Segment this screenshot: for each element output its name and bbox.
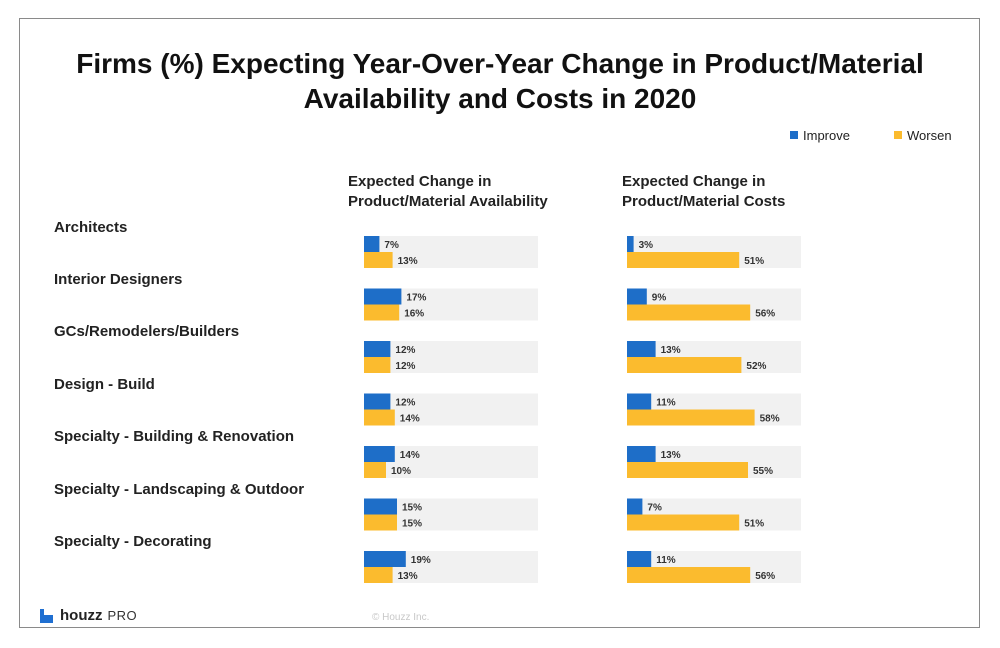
houzz-pro-logo: houzz PRO <box>40 607 137 624</box>
bar-track <box>364 236 538 268</box>
copyright-text: © Houzz Inc. <box>372 612 430 623</box>
bar-worsen <box>364 514 397 531</box>
bar-worsen <box>364 567 393 583</box>
row-label-architects: Architects <box>54 219 128 236</box>
column-title-availability: Expected Change in Product/Material Avai… <box>348 172 548 212</box>
row-label-specialty-landscaping-outdoor: Specialty - Landscaping & Outdoor <box>54 481 305 498</box>
legend-worsen: Worsen <box>894 128 952 143</box>
bar-worsen <box>627 357 742 373</box>
row-label-design-build: Design - Build <box>54 376 155 393</box>
bar-track <box>364 341 538 373</box>
bar-value-label: 10% <box>391 466 411 477</box>
bar-worsen <box>364 357 391 373</box>
bar-value-label: 56% <box>755 309 775 320</box>
bar-value-label: 13% <box>398 256 418 267</box>
bar-value-label: 51% <box>744 256 764 267</box>
bar-improve <box>627 446 656 462</box>
bar-worsen <box>627 514 740 531</box>
bar-improve <box>364 341 391 357</box>
bar-value-label: 55% <box>753 466 773 477</box>
column-title-availability-line-1: Expected Change in <box>348 173 492 190</box>
bar-value-label: 15% <box>402 503 422 514</box>
bar-improve <box>627 498 643 515</box>
bar-improve <box>364 393 391 410</box>
bar-worsen <box>364 409 395 426</box>
row-label-specialty-decorating: Specialty - Decorating <box>54 533 212 550</box>
bar-value-label: 13% <box>398 571 418 582</box>
bar-value-label: 12% <box>395 398 415 409</box>
column-title-costs-line-1: Expected Change in <box>622 173 766 190</box>
bar-value-label: 12% <box>395 361 415 372</box>
chart-title-line-1: Firms (%) Expecting Year-Over-Year Chang… <box>76 48 924 79</box>
bar-value-label: 15% <box>402 519 422 530</box>
legend-improve-label: Improve <box>803 128 850 143</box>
bar-worsen <box>627 567 751 583</box>
chart-frame <box>19 18 980 628</box>
bar-worsen <box>627 409 755 426</box>
bar-value-label: 7% <box>647 503 662 514</box>
bar-value-label: 17% <box>406 293 426 304</box>
bar-worsen <box>627 304 751 321</box>
bar-improve <box>364 551 406 567</box>
row-label-specialty-building-renovation: Specialty - Building & Renovation <box>54 428 295 445</box>
bar-value-label: 13% <box>661 345 681 356</box>
bar-worsen <box>364 462 386 478</box>
bar-value-label: 3% <box>639 240 654 251</box>
bar-worsen <box>627 252 740 268</box>
legend-worsen-swatch <box>894 131 902 139</box>
bar-value-label: 56% <box>755 571 775 582</box>
logo-brand-suffix: PRO <box>107 608 138 623</box>
bar-worsen <box>627 462 748 478</box>
bar-improve <box>627 551 652 567</box>
bar-worsen <box>364 304 400 321</box>
bar-improve <box>364 446 395 462</box>
legend-improve: Improve <box>790 128 850 143</box>
bar-value-label: 19% <box>411 555 431 566</box>
bar-improve <box>364 288 402 305</box>
bar-improve <box>627 393 652 410</box>
bar-value-label: 11% <box>656 398 676 409</box>
bar-improve <box>627 288 647 305</box>
row-label-gcs-remodelers-builders: GCs/Remodelers/Builders <box>54 323 240 340</box>
bar-improve <box>627 236 634 252</box>
bar-worsen <box>364 252 393 268</box>
column-title-costs: Expected Change in Product/Material Cost… <box>622 172 785 212</box>
column-title-availability-line-2: Product/Material Availability <box>348 193 548 210</box>
legend-improve-swatch <box>790 131 798 139</box>
logo-brand: houzz <box>60 607 103 624</box>
bar-improve <box>627 341 656 357</box>
bar-improve <box>364 236 380 252</box>
houzz-logo-icon <box>40 608 54 623</box>
bar-value-label: 7% <box>384 240 399 251</box>
bar-value-label: 58% <box>760 414 780 425</box>
bar-value-label: 52% <box>746 361 766 372</box>
bar-value-label: 14% <box>400 414 420 425</box>
legend-worsen-label: Worsen <box>907 128 952 143</box>
bar-value-label: 51% <box>744 519 764 530</box>
bar-value-label: 16% <box>404 309 424 320</box>
bar-value-label: 13% <box>661 450 681 461</box>
bar-value-label: 14% <box>400 450 420 461</box>
chart-title-line-2: Availability and Costs in 2020 <box>303 83 697 114</box>
bar-value-label: 9% <box>652 293 667 304</box>
column-title-costs-line-2: Product/Material Costs <box>622 193 786 210</box>
row-label-interior-designers: Interior Designers <box>54 271 183 288</box>
chart-title: Firms (%) Expecting Year-Over-Year Chang… <box>0 46 1000 116</box>
bar-improve <box>364 498 397 515</box>
bar-value-label: 11% <box>656 555 676 566</box>
bar-value-label: 12% <box>395 345 415 356</box>
